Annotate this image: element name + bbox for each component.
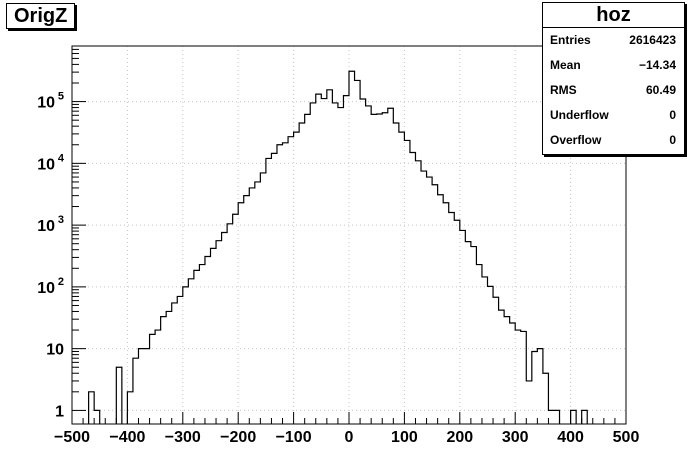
x-tick-label: −100: [276, 429, 312, 446]
x-tick-label: 0: [345, 429, 354, 446]
y-tick-label: 10: [37, 156, 55, 173]
x-tick-label: 300: [502, 429, 529, 446]
stats-value: 0: [669, 108, 676, 122]
axes: −500 −400 −300 −200 −100 0 100 200 300 400 500 1 10 1…: [37, 45, 640, 446]
stats-row-rms: RMS 60.49: [543, 78, 684, 103]
y-tick-label: 10: [37, 280, 55, 297]
x-tick-label: −200: [220, 429, 256, 446]
stats-value: 60.49: [645, 83, 676, 97]
stats-row-overflow: Overflow 0: [543, 128, 684, 153]
x-tick-label: 200: [446, 429, 473, 446]
y-tick-exponent: 5: [58, 91, 64, 103]
stats-row-entries: Entries 2616423: [543, 28, 684, 53]
stats-row-underflow: Underflow 0: [543, 103, 684, 128]
stats-value: 0: [669, 133, 676, 147]
stats-label: Entries: [550, 33, 591, 47]
y-tick-label: 10: [46, 342, 64, 359]
y-tick-label: 10: [37, 95, 55, 112]
x-tick-label: −500: [54, 429, 90, 446]
stats-name: hoz: [543, 3, 684, 28]
stats-label: Underflow: [550, 108, 609, 122]
stats-label: RMS: [550, 83, 577, 97]
x-tick-label: 100: [391, 429, 418, 446]
x-tick-label: −400: [109, 429, 145, 446]
stats-box: hoz Entries 2616423 Mean −14.34 RMS 60.4…: [542, 2, 685, 155]
x-tick-label: 500: [613, 429, 640, 446]
stats-value: −14.34: [638, 58, 676, 72]
y-tick-exponent: 4: [58, 152, 65, 164]
chart-title: OrigZ: [6, 3, 76, 29]
y-tick-exponent: 2: [58, 276, 64, 288]
x-tick-label: −300: [165, 429, 201, 446]
x-tick-label: 400: [557, 429, 584, 446]
y-tick-label: 10: [37, 218, 55, 235]
grid: [72, 46, 626, 424]
stats-label: Mean: [550, 58, 581, 72]
stats-value: 2616423: [629, 33, 676, 47]
stats-row-mean: Mean −14.34: [543, 53, 684, 78]
histogram-outline: [88, 70, 588, 424]
stats-label: Overflow: [550, 133, 602, 147]
y-tick-exponent: 3: [58, 214, 64, 226]
y-tick-label: 1: [55, 403, 64, 420]
